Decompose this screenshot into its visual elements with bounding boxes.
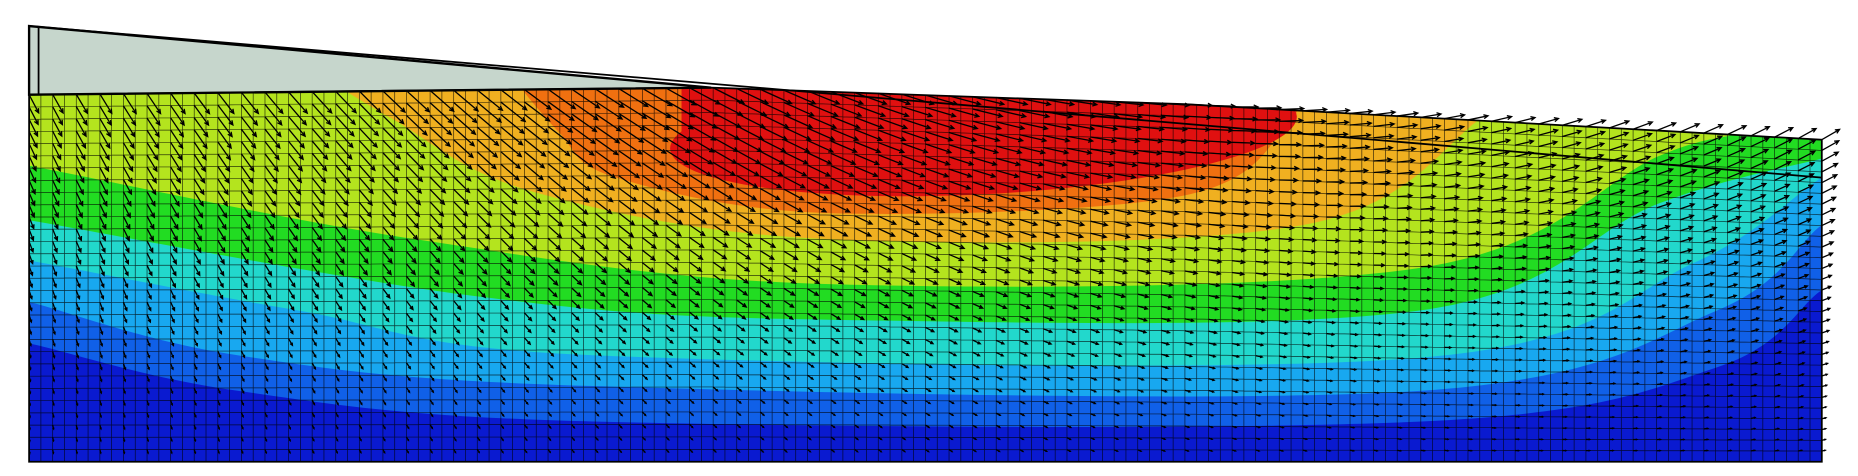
wedge	[27, 24, 712, 96]
domain-outline	[28, 86, 1823, 463]
vector-field	[28, 87, 1841, 455]
vector-arrows	[28, 87, 1841, 455]
